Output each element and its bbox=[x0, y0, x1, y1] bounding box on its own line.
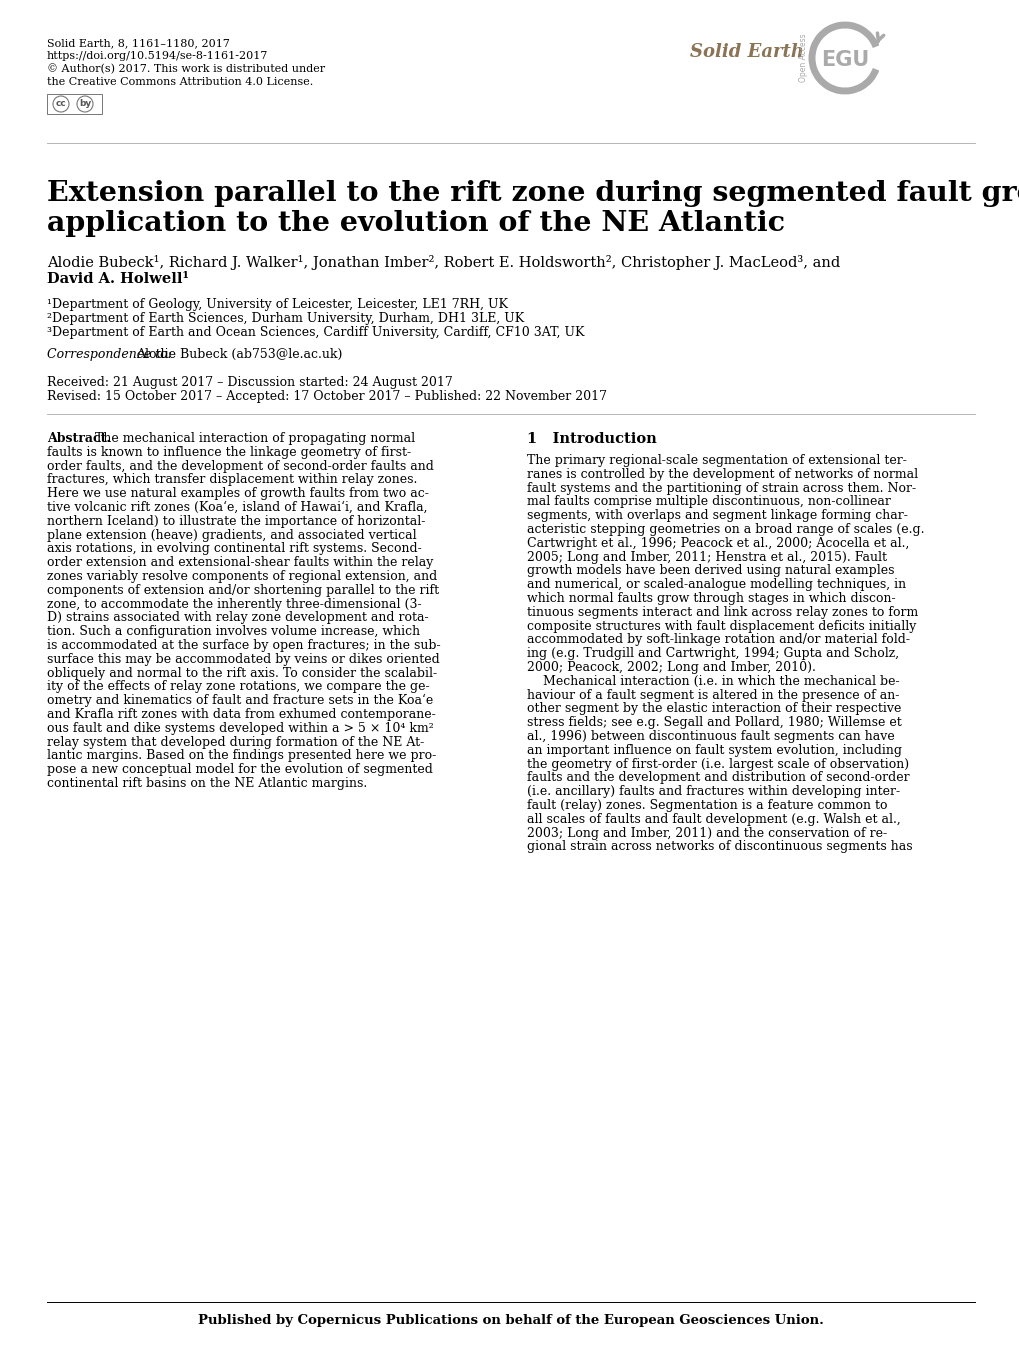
Text: composite structures with fault displacement deficits initially: composite structures with fault displace… bbox=[527, 620, 915, 632]
Text: Alodie Bubeck¹, Richard J. Walker¹, Jonathan Imber², Robert E. Holdsworth², Chri: Alodie Bubeck¹, Richard J. Walker¹, Jona… bbox=[47, 256, 840, 270]
Text: Open Access: Open Access bbox=[799, 34, 808, 82]
Text: the geometry of first-order (i.e. largest scale of observation): the geometry of first-order (i.e. larges… bbox=[527, 757, 908, 771]
Text: The mechanical interaction of propagating normal: The mechanical interaction of propagatin… bbox=[91, 432, 415, 445]
Text: © Author(s) 2017. This work is distributed under: © Author(s) 2017. This work is distribut… bbox=[47, 65, 325, 74]
Text: segments, with overlaps and segment linkage forming char-: segments, with overlaps and segment link… bbox=[527, 510, 907, 522]
Text: Extension parallel to the rift zone during segmented fault growth:: Extension parallel to the rift zone duri… bbox=[47, 180, 1019, 207]
Text: lantic margins. Based on the findings presented here we pro-: lantic margins. Based on the findings pr… bbox=[47, 749, 436, 763]
Text: ometry and kinematics of fault and fracture sets in the Koa‘e: ometry and kinematics of fault and fract… bbox=[47, 694, 433, 707]
Text: ¹Department of Geology, University of Leicester, Leicester, LE1 7RH, UK: ¹Department of Geology, University of Le… bbox=[47, 299, 507, 311]
Text: other segment by the elastic interaction of their respective: other segment by the elastic interaction… bbox=[527, 702, 901, 716]
Text: ³Department of Earth and Ocean Sciences, Cardiff University, Cardiff, CF10 3AT, : ³Department of Earth and Ocean Sciences,… bbox=[47, 325, 584, 339]
Text: Received: 21 August 2017 – Discussion started: 24 August 2017: Received: 21 August 2017 – Discussion st… bbox=[47, 377, 452, 389]
Text: EGU: EGU bbox=[820, 50, 868, 70]
Text: northern Iceland) to illustrate the importance of horizontal-: northern Iceland) to illustrate the impo… bbox=[47, 515, 425, 527]
Text: al., 1996) between discontinuous fault segments can have: al., 1996) between discontinuous fault s… bbox=[527, 730, 894, 742]
Text: relay system that developed during formation of the NE At-: relay system that developed during forma… bbox=[47, 736, 424, 749]
Text: cc: cc bbox=[56, 100, 66, 109]
Text: 2000; Peacock, 2002; Long and Imber, 2010).: 2000; Peacock, 2002; Long and Imber, 201… bbox=[527, 660, 815, 674]
Text: ranes is controlled by the development of networks of normal: ranes is controlled by the development o… bbox=[527, 468, 917, 480]
Text: fault (relay) zones. Segmentation is a feature common to: fault (relay) zones. Segmentation is a f… bbox=[527, 799, 887, 812]
Text: accommodated by soft-linkage rotation and/or material fold-: accommodated by soft-linkage rotation an… bbox=[527, 633, 909, 647]
Text: which normal faults grow through stages in which discon-: which normal faults grow through stages … bbox=[527, 592, 895, 605]
Text: Correspondence to:: Correspondence to: bbox=[47, 348, 175, 360]
Text: Here we use natural examples of growth faults from two ac-: Here we use natural examples of growth f… bbox=[47, 487, 428, 500]
Text: continental rift basins on the NE Atlantic margins.: continental rift basins on the NE Atlant… bbox=[47, 777, 367, 790]
Text: 2005; Long and Imber, 2011; Henstra et al., 2015). Fault: 2005; Long and Imber, 2011; Henstra et a… bbox=[527, 550, 887, 564]
Text: and Krafla rift zones with data from exhumed contemporane-: and Krafla rift zones with data from exh… bbox=[47, 707, 435, 721]
Bar bbox=[47, 94, 102, 114]
Text: The primary regional-scale segmentation of extensional ter-: The primary regional-scale segmentation … bbox=[527, 455, 906, 467]
Text: zone, to accommodate the inherently three-dimensional (3-: zone, to accommodate the inherently thre… bbox=[47, 597, 421, 611]
Text: ity of the effects of relay zone rotations, we compare the ge-: ity of the effects of relay zone rotatio… bbox=[47, 681, 429, 694]
Text: Mechanical interaction (i.e. in which the mechanical be-: Mechanical interaction (i.e. in which th… bbox=[527, 675, 899, 687]
Text: acteristic stepping geometries on a broad range of scales (e.g.: acteristic stepping geometries on a broa… bbox=[527, 523, 923, 537]
Text: faults is known to influence the linkage geometry of first-: faults is known to influence the linkage… bbox=[47, 445, 411, 459]
Text: by: by bbox=[78, 100, 91, 109]
Text: tion. Such a configuration involves volume increase, which: tion. Such a configuration involves volu… bbox=[47, 625, 420, 638]
Text: gional strain across networks of discontinuous segments has: gional strain across networks of discont… bbox=[527, 841, 912, 853]
Text: Revised: 15 October 2017 – Accepted: 17 October 2017 – Published: 22 November 20: Revised: 15 October 2017 – Accepted: 17 … bbox=[47, 390, 606, 403]
Text: haviour of a fault segment is altered in the presence of an-: haviour of a fault segment is altered in… bbox=[527, 689, 899, 702]
Text: components of extension and/or shortening parallel to the rift: components of extension and/or shortenin… bbox=[47, 584, 439, 597]
Text: fractures, which transfer displacement within relay zones.: fractures, which transfer displacement w… bbox=[47, 473, 417, 487]
Text: the Creative Commons Attribution 4.0 License.: the Creative Commons Attribution 4.0 Lic… bbox=[47, 77, 313, 87]
Text: David A. Holwell¹: David A. Holwell¹ bbox=[47, 272, 189, 286]
Text: and numerical, or scaled-analogue modelling techniques, in: and numerical, or scaled-analogue modell… bbox=[527, 578, 905, 592]
Text: fault systems and the partitioning of strain across them. Nor-: fault systems and the partitioning of st… bbox=[527, 482, 915, 495]
Text: Solid Earth, 8, 1161–1180, 2017: Solid Earth, 8, 1161–1180, 2017 bbox=[47, 38, 229, 48]
Text: growth models have been derived using natural examples: growth models have been derived using na… bbox=[527, 565, 894, 577]
Text: Abstract.: Abstract. bbox=[47, 432, 111, 445]
Text: Solid Earth: Solid Earth bbox=[689, 43, 803, 61]
Text: stress fields; see e.g. Segall and Pollard, 1980; Willemse et: stress fields; see e.g. Segall and Polla… bbox=[527, 716, 901, 729]
Text: https://doi.org/10.5194/se-8-1161-2017: https://doi.org/10.5194/se-8-1161-2017 bbox=[47, 51, 268, 61]
Text: D) strains associated with relay zone development and rota-: D) strains associated with relay zone de… bbox=[47, 612, 428, 624]
Text: ing (e.g. Trudgill and Cartwright, 1994; Gupta and Scholz,: ing (e.g. Trudgill and Cartwright, 1994;… bbox=[527, 647, 898, 660]
Text: Alodie Bubeck (ab753@le.ac.uk): Alodie Bubeck (ab753@le.ac.uk) bbox=[136, 348, 342, 360]
Text: Published by Copernicus Publications on behalf of the European Geosciences Union: Published by Copernicus Publications on … bbox=[198, 1314, 823, 1328]
Text: surface this may be accommodated by veins or dikes oriented: surface this may be accommodated by vein… bbox=[47, 652, 439, 666]
Text: is accommodated at the surface by open fractures; in the sub-: is accommodated at the surface by open f… bbox=[47, 639, 440, 652]
Text: axis rotations, in evolving continental rift systems. Second-: axis rotations, in evolving continental … bbox=[47, 542, 421, 555]
Text: order faults, and the development of second-order faults and: order faults, and the development of sec… bbox=[47, 460, 433, 472]
Text: zones variably resolve components of regional extension, and: zones variably resolve components of reg… bbox=[47, 570, 437, 582]
Text: obliquely and normal to the rift axis. To consider the scalabil-: obliquely and normal to the rift axis. T… bbox=[47, 667, 437, 679]
Text: (i.e. ancillary) faults and fractures within developing inter-: (i.e. ancillary) faults and fractures wi… bbox=[527, 785, 899, 798]
Text: an important influence on fault system evolution, including: an important influence on fault system e… bbox=[527, 744, 901, 757]
Text: application to the evolution of the NE Atlantic: application to the evolution of the NE A… bbox=[47, 210, 785, 237]
Text: plane extension (heave) gradients, and associated vertical: plane extension (heave) gradients, and a… bbox=[47, 529, 416, 542]
Text: pose a new conceptual model for the evolution of segmented: pose a new conceptual model for the evol… bbox=[47, 763, 432, 776]
Text: all scales of faults and fault development (e.g. Walsh et al.,: all scales of faults and fault developme… bbox=[527, 812, 900, 826]
Text: tive volcanic rift zones (Koa‘e, island of Hawai‘i, and Krafla,: tive volcanic rift zones (Koa‘e, island … bbox=[47, 500, 427, 514]
Text: 1   Introduction: 1 Introduction bbox=[527, 432, 656, 447]
Text: tinuous segments interact and link across relay zones to form: tinuous segments interact and link acros… bbox=[527, 605, 917, 619]
Text: order extension and extensional-shear faults within the relay: order extension and extensional-shear fa… bbox=[47, 557, 433, 569]
Text: Cartwright et al., 1996; Peacock et al., 2000; Acocella et al.,: Cartwright et al., 1996; Peacock et al.,… bbox=[527, 537, 909, 550]
Text: ²Department of Earth Sciences, Durham University, Durham, DH1 3LE, UK: ²Department of Earth Sciences, Durham Un… bbox=[47, 312, 524, 325]
Text: ous fault and dike systems developed within a > 5 × 10⁴ km²: ous fault and dike systems developed wit… bbox=[47, 722, 433, 734]
Text: mal faults comprise multiple discontinuous, non-collinear: mal faults comprise multiple discontinuo… bbox=[527, 495, 890, 508]
Text: 2003; Long and Imber, 2011) and the conservation of re-: 2003; Long and Imber, 2011) and the cons… bbox=[527, 827, 887, 839]
Text: faults and the development and distribution of second-order: faults and the development and distribut… bbox=[527, 772, 909, 784]
